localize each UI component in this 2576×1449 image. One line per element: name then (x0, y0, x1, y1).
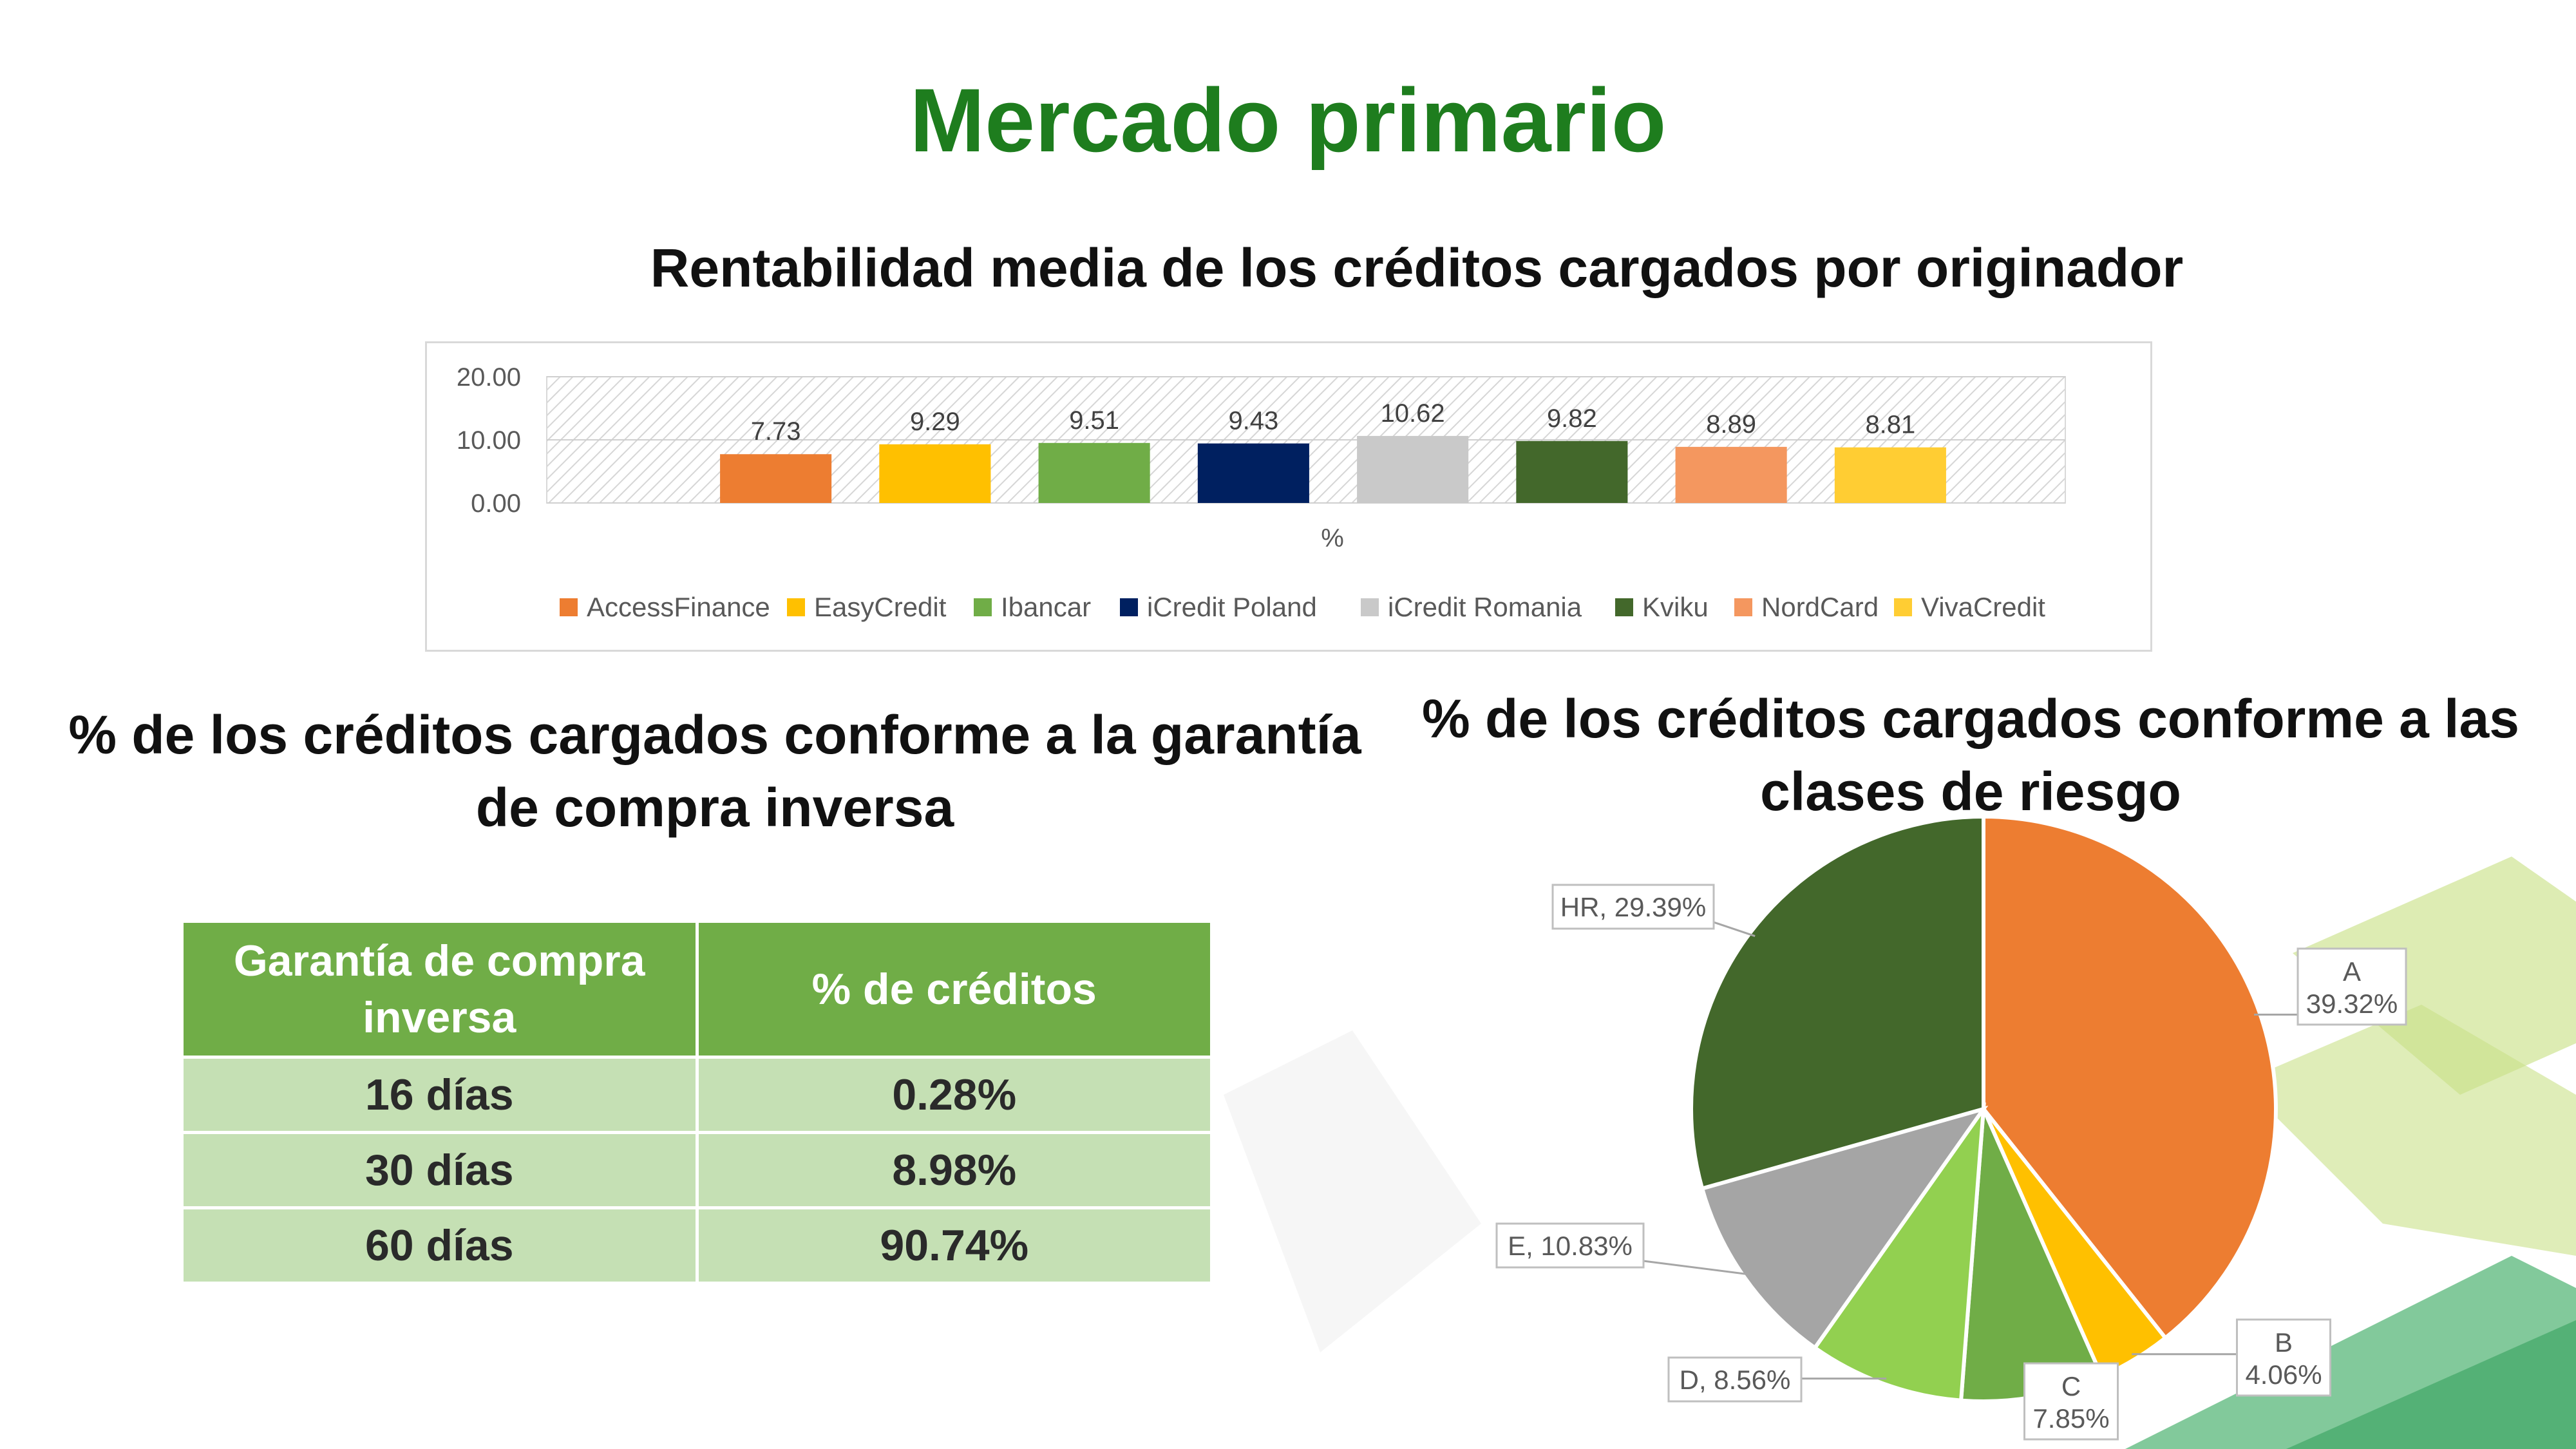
pie-label-box (1495, 1222, 1645, 1269)
table-row: 60 días 90.74% (180, 1206, 1213, 1285)
row-period: 60 días (180, 1206, 699, 1285)
pie-label-category: C (2061, 1371, 2081, 1401)
y-tick-label: 0.00 (471, 489, 521, 518)
legend-label: VivaCredit (1921, 592, 2045, 622)
pie-label-box (1551, 884, 1715, 930)
pie-label: E, 10.83% (1508, 1231, 1633, 1261)
y-tick-label: 10.00 (457, 426, 521, 455)
pie-label-box (2297, 947, 2407, 1026)
bar-ibancar (1038, 442, 1150, 503)
pie-label-value: 4.06% (2245, 1359, 2322, 1390)
legend-label: AccessFinance (587, 592, 770, 622)
bar-easycredit (879, 444, 991, 503)
warranty-table: Garantía de compra inversa % de créditos… (180, 920, 1213, 1285)
pie-label-box (1667, 1356, 1803, 1403)
table-header-row: Garantía de compra inversa % de créditos (180, 920, 1213, 1059)
bar-chart-frame: 0.00 10.00 20.00 7.73 9.29 9.51 9.43 10.62 9.82… (425, 341, 2152, 652)
pie-label-box (2023, 1362, 2119, 1441)
legend-swatch (974, 598, 992, 616)
legend-swatch (1120, 598, 1138, 616)
pie-slice-hr (1689, 814, 1985, 1191)
table-row: 30 días 8.98% (180, 1131, 1213, 1209)
bar-data-label: 7.73 (751, 417, 801, 446)
bar-chart: 0.00 10.00 20.00 7.73 9.29 9.51 9.43 10.62 9.82… (457, 363, 2066, 622)
bar-data-label: 8.81 (1865, 411, 1915, 439)
pie-label-value: 39.32% (2306, 989, 2398, 1019)
warranty-table-container: Garantía de compra inversa % de créditos… (180, 920, 1213, 1285)
page-title: Mercado primario (909, 70, 1667, 171)
y-tick-label: 20.00 (457, 363, 521, 392)
legend-swatch (787, 598, 805, 616)
leader-line (1643, 1260, 1750, 1276)
row-share: 8.98% (695, 1131, 1213, 1209)
bar-vivacredit (1834, 447, 1946, 503)
bar-nordcard (1675, 446, 1787, 503)
legend-label: NordCard (1761, 592, 1879, 622)
row-share: 90.74% (695, 1206, 1213, 1285)
header-share: % de créditos (695, 920, 1213, 1059)
legend-swatch (1894, 598, 1912, 616)
legend-label: iCredit Poland (1147, 592, 1317, 622)
pie-label-value: 7.85% (2032, 1403, 2109, 1434)
legend-swatch (1361, 598, 1379, 616)
bar-data-label: 9.51 (1069, 406, 1119, 435)
pie-label-category: B (2275, 1327, 2293, 1358)
pie-chart: A39.32% B4.06% C7.85% D, 8.56% E, 10.83% HR, … (1495, 814, 2407, 1441)
table-row: 16 días 0.28% (180, 1056, 1213, 1134)
pie-slice-a (1982, 814, 2278, 1341)
bar-kviku (1516, 440, 1628, 503)
row-period: 16 días (180, 1056, 699, 1134)
pie-chart-title: % de los créditos cargados conforme a la… (1422, 688, 2519, 822)
x-axis-label: % (1321, 524, 1344, 553)
leader-line (1713, 921, 1756, 938)
pie-label: HR, 29.39% (1560, 892, 1706, 922)
pie-label-category: A (2343, 956, 2361, 987)
row-share: 0.28% (695, 1056, 1213, 1134)
bar-data-label: 9.43 (1228, 407, 1278, 435)
header-warranty: Garantía de compra inversa (180, 920, 699, 1059)
row-period: 30 días (180, 1131, 699, 1209)
legend-label: Kviku (1642, 592, 1709, 622)
pie-label-box (2236, 1318, 2331, 1397)
bar-icredit-romania (1357, 435, 1469, 503)
bar-data-label: 8.89 (1706, 410, 1756, 439)
pie-label: D, 8.56% (1680, 1365, 1791, 1395)
bar-icredit-poland (1197, 443, 1309, 503)
legend-swatch (1615, 598, 1633, 616)
table-title: % de los créditos cargados conforme a la… (68, 705, 1361, 838)
bar-data-label: 9.82 (1547, 404, 1597, 433)
legend-label: iCredit Romania (1388, 592, 1582, 622)
legend-label: Ibancar (1001, 592, 1091, 622)
legend-swatch (1734, 598, 1752, 616)
pie-slice-d (1812, 1102, 1986, 1403)
bar-data-label: 10.62 (1381, 399, 1445, 428)
bar-accessfinance (720, 454, 832, 503)
bar-chart-title: Rentabilidad media de los créditos carga… (650, 238, 2184, 298)
legend-label: EasyCredit (814, 592, 947, 622)
legend-swatch (560, 598, 578, 616)
bar-data-label: 9.29 (910, 408, 960, 436)
